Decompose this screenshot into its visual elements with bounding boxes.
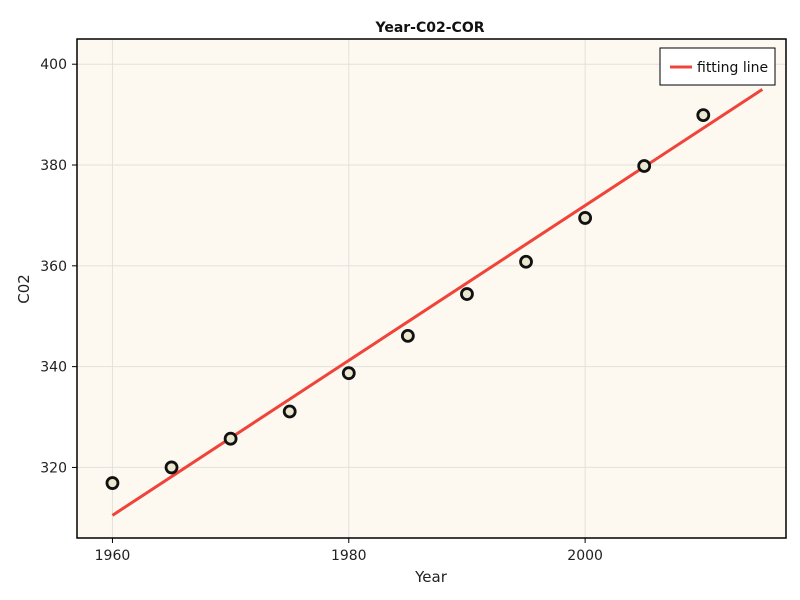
data-point <box>400 328 415 343</box>
x-tick-label: 1960 <box>95 548 131 564</box>
grid <box>77 39 786 538</box>
data-point <box>519 254 533 269</box>
y-tick-label: 340 <box>40 360 67 376</box>
data-point <box>164 460 179 475</box>
data-point <box>105 476 120 490</box>
legend-label-fitting-line: fitting line <box>697 60 768 76</box>
data-point <box>341 366 356 381</box>
y-tick-label: 360 <box>40 259 67 275</box>
y-tick-label: 320 <box>40 460 67 476</box>
y-tick-label: 380 <box>40 158 67 174</box>
data-point <box>578 211 593 225</box>
y-axis-ticks: 320 340 360 380 400 <box>40 57 77 476</box>
x-tick-label: 2000 <box>567 548 603 564</box>
x-tick-label: 1980 <box>331 548 367 564</box>
data-point <box>282 404 297 419</box>
data-point <box>637 159 652 173</box>
points-layer <box>105 108 711 490</box>
y-axis-label: C02 <box>15 274 33 304</box>
plot-frame <box>76 38 787 539</box>
plot-area <box>77 39 786 538</box>
x-axis-ticks: 1960 1980 2000 <box>95 538 603 564</box>
x-axis-label: Year <box>414 568 448 586</box>
legend: fitting line <box>659 47 776 86</box>
data-point <box>696 108 711 123</box>
chart-title: Year-C02-COR <box>374 20 484 36</box>
data-point <box>460 287 474 301</box>
data-point <box>223 431 238 446</box>
y-tick-label: 400 <box>40 57 67 73</box>
fitting-line <box>111 88 764 517</box>
fit-line-layer <box>111 88 764 517</box>
